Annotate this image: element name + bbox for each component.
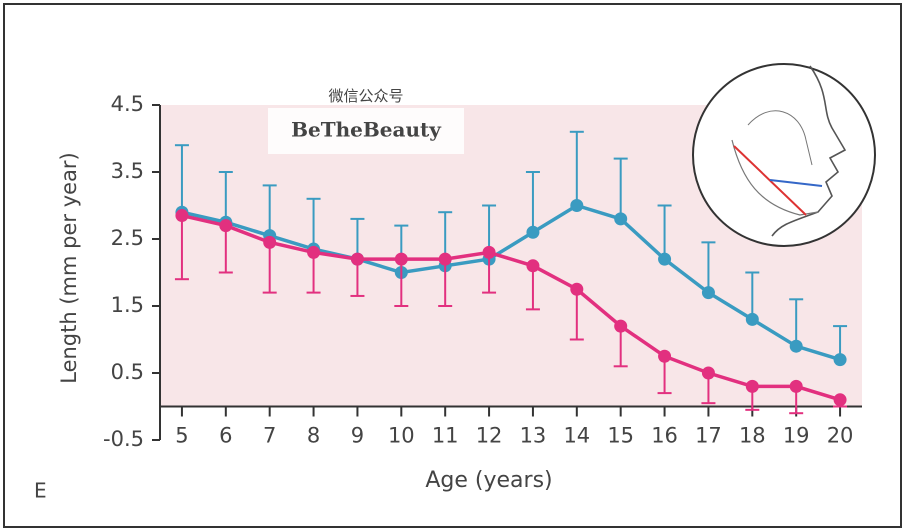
error-bar <box>306 252 321 294</box>
x-tick-label: 18 <box>739 424 766 448</box>
point <box>350 252 364 266</box>
x-tick-label: 17 <box>695 424 722 448</box>
x-tick-label: 5 <box>175 424 188 448</box>
y-tick-label: 2.5 <box>111 226 144 250</box>
error-bar <box>174 215 189 281</box>
error-bar <box>218 171 233 223</box>
point <box>219 219 233 233</box>
y-tick-label: 4.5 <box>111 92 144 116</box>
x-tick-label: 13 <box>520 424 547 448</box>
error-bar <box>262 242 277 294</box>
y-tick-label: 0.5 <box>111 360 144 384</box>
inset-illustration <box>692 63 876 247</box>
point <box>658 252 672 266</box>
series-line <box>181 203 841 362</box>
series-line <box>181 213 841 402</box>
error-bar <box>613 326 628 368</box>
point <box>570 199 584 212</box>
point <box>570 282 584 296</box>
inset-circle <box>692 63 876 247</box>
watermark-line2: BeTheBeauty <box>291 118 442 142</box>
x-tick-label: 9 <box>351 424 364 448</box>
point <box>175 209 189 223</box>
error-bar <box>174 144 189 213</box>
jaw <box>731 139 819 216</box>
x-tick-label: 15 <box>607 424 634 448</box>
x-tick-label: 20 <box>827 424 854 448</box>
x-tick-label: 11 <box>432 424 459 448</box>
point <box>263 235 277 249</box>
x-tick-label: 8 <box>307 424 320 448</box>
panel-label: E <box>34 479 47 503</box>
point <box>789 339 803 353</box>
y-axis-label: Length (mm per year) <box>57 152 81 384</box>
x-tick-label: 6 <box>219 424 232 448</box>
error-bar <box>482 252 497 294</box>
point <box>833 393 847 407</box>
error-bar <box>525 265 540 311</box>
error-bar <box>525 171 540 233</box>
face-profile <box>771 65 847 237</box>
x-tick-label: 16 <box>651 424 678 448</box>
point <box>614 212 628 226</box>
point <box>394 252 408 266</box>
point <box>614 319 628 333</box>
point <box>307 245 321 259</box>
error-bar <box>569 289 584 341</box>
maxilla-line <box>769 179 823 187</box>
point <box>701 286 715 300</box>
error-bar <box>350 217 365 260</box>
error-bar <box>613 157 628 219</box>
point <box>833 353 847 367</box>
watermark-line1: 微信公众号 <box>328 87 403 105</box>
skull <box>747 110 813 166</box>
x-axis-label: Age (years) <box>425 468 552 493</box>
x-tick-label: 7 <box>263 424 276 448</box>
error-bar <box>745 271 760 320</box>
x-tick-label: 19 <box>783 424 810 448</box>
watermark-box <box>268 108 464 154</box>
error-bar <box>306 197 321 250</box>
point <box>526 225 540 239</box>
error-bar <box>569 130 584 206</box>
point <box>438 252 452 266</box>
x-tick-label: 12 <box>476 424 503 448</box>
error-bar <box>701 241 716 293</box>
point <box>658 349 672 363</box>
point <box>745 312 759 326</box>
error-bar <box>657 204 672 260</box>
point <box>482 245 496 259</box>
error-bar <box>262 184 277 236</box>
y-tick-label: 3.5 <box>111 159 144 183</box>
y-tick-label: -0.5 <box>103 427 144 451</box>
point <box>789 379 803 393</box>
y-tick-label: 1.5 <box>111 293 144 317</box>
error-bar <box>789 298 804 347</box>
point <box>701 366 715 380</box>
error-bar <box>394 259 409 307</box>
point <box>745 379 759 393</box>
error-bar <box>218 225 233 274</box>
x-tick-label: 14 <box>563 424 590 448</box>
point <box>526 259 540 273</box>
error-bar <box>438 259 453 307</box>
x-tick-label: 10 <box>388 424 415 448</box>
